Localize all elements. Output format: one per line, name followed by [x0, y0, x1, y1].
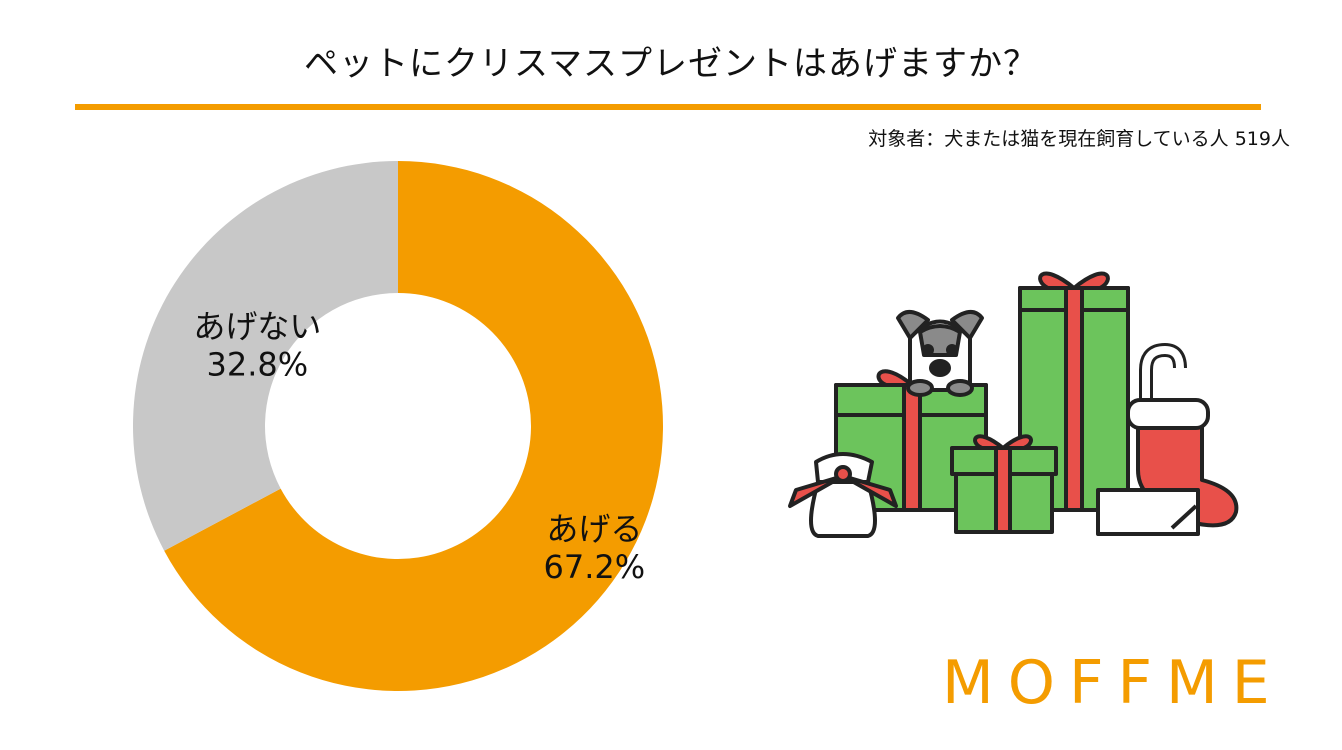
candy-cane-icon	[1139, 343, 1187, 420]
card-icon	[1096, 488, 1200, 536]
slice-label: あげない	[193, 308, 321, 346]
title-divider	[75, 104, 1261, 110]
gift-bag-icon	[788, 452, 898, 538]
christmas-illustration	[788, 271, 1239, 538]
slice-label: あげる	[546, 510, 642, 548]
respondent-note: 対象者：犬または猫を現在飼育している人 519人	[868, 128, 1290, 150]
donut-slice-0	[164, 161, 664, 691]
slice-value: 67.2%	[544, 548, 646, 586]
brand-logo: MOFFME	[942, 648, 1284, 718]
gift-box-icon	[950, 434, 1058, 534]
slice-value: 32.8%	[207, 346, 309, 384]
donut-slice-1	[132, 161, 398, 551]
chart-title: ペットにクリスマスプレゼントはあげますか？	[304, 44, 1038, 84]
dog-icon	[896, 310, 984, 397]
